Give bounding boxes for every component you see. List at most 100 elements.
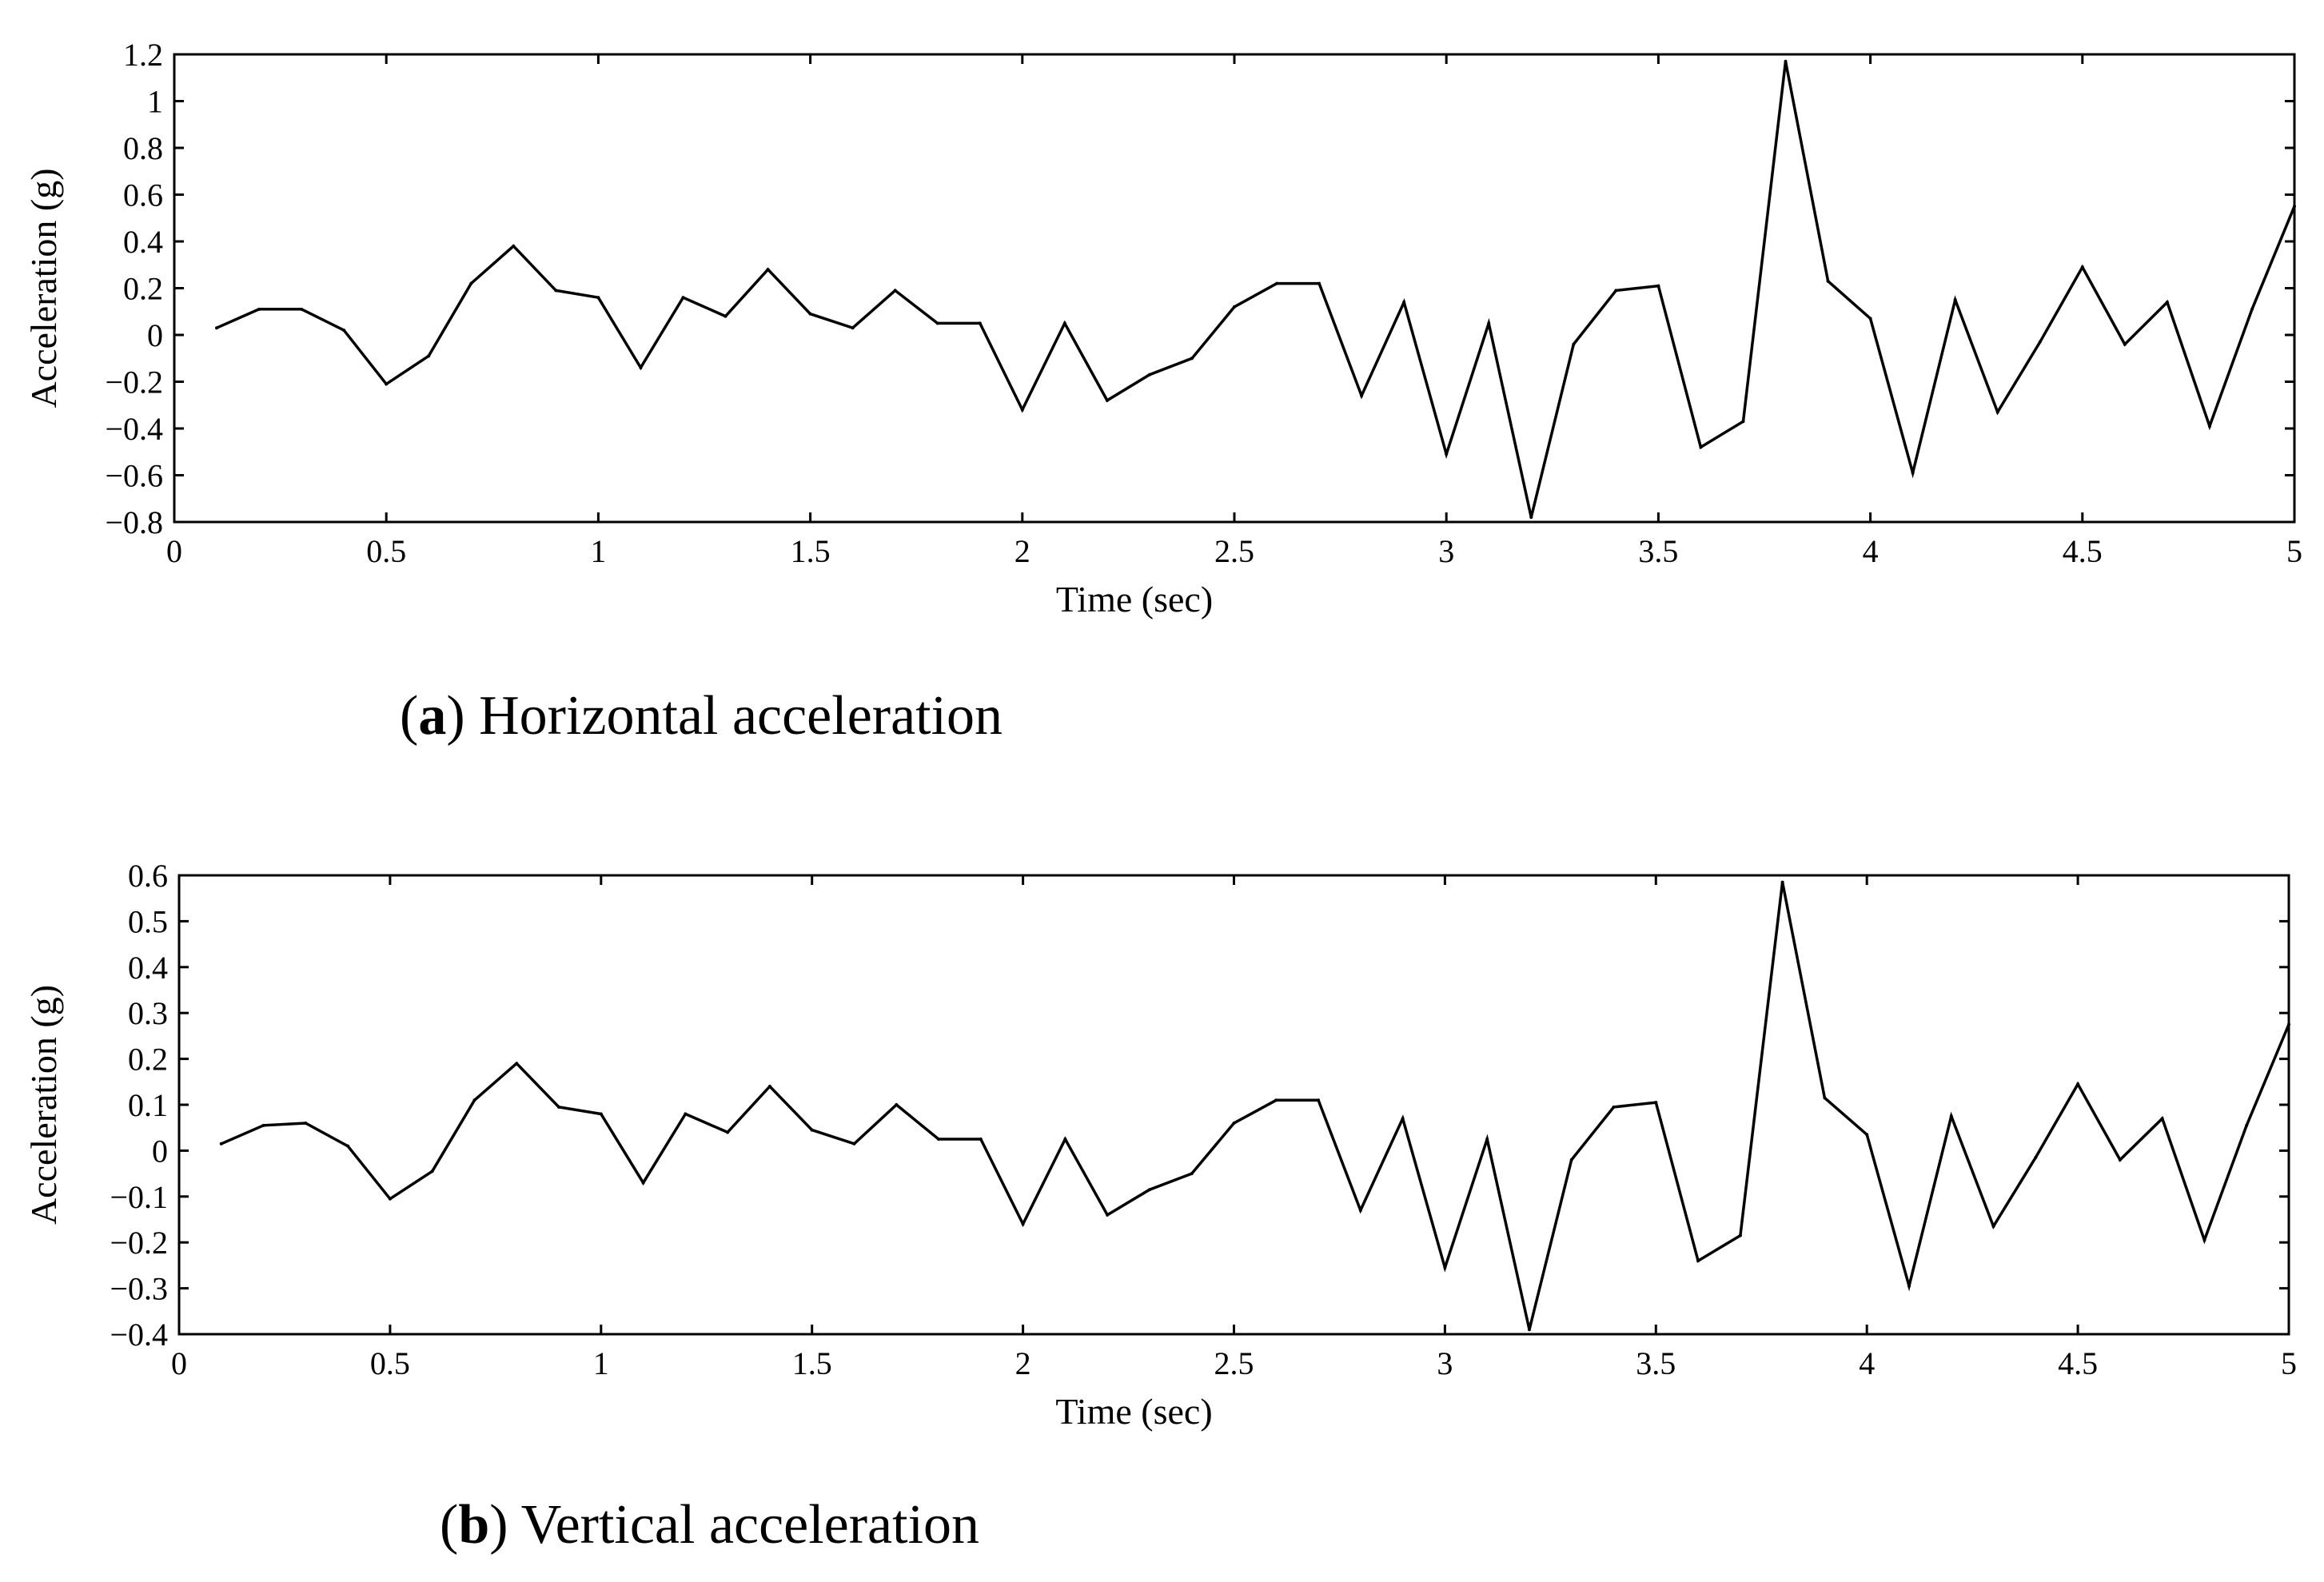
data-point bbox=[1063, 1138, 1067, 1142]
plot-frame bbox=[177, 874, 2290, 1336]
data-point bbox=[808, 312, 812, 316]
data-point bbox=[1233, 305, 1236, 309]
data-point bbox=[1487, 321, 1491, 325]
data-point bbox=[304, 1121, 308, 1125]
data-point bbox=[512, 244, 516, 248]
data-point bbox=[257, 307, 261, 311]
x-tick-label: 1.5 bbox=[792, 1345, 832, 1381]
data-point bbox=[1949, 1114, 1953, 1118]
data-point bbox=[2034, 1156, 2038, 1160]
data-point bbox=[1527, 1328, 1531, 1332]
panel-horizontal-acceleration: 0 0.5 1 1.5 2 2.5 3 3.5 4 4.5 5 −0.8 −0.6 −0.4 −0.2 0 0.… bbox=[23, 37, 2302, 747]
data-point bbox=[810, 1128, 814, 1132]
data-point bbox=[937, 1138, 941, 1142]
y-tick-label: 1 bbox=[147, 84, 163, 120]
caption-text: Vertical acceleration bbox=[521, 1494, 979, 1556]
x-tick-label: 5 bbox=[2286, 533, 2302, 569]
data-point bbox=[893, 289, 897, 293]
data-point bbox=[557, 1105, 561, 1109]
panel-vertical-acceleration: 0 0.5 1 1.5 2 2.5 3 3.5 4 4.5 5 −0.4 −0.3 −0.2 −0.1 0 0.… bbox=[23, 858, 2297, 1556]
y-tick-label: 0 bbox=[152, 1133, 168, 1169]
data-point bbox=[1020, 408, 1024, 412]
x-tick-label: 0.5 bbox=[366, 533, 406, 569]
y-tick-label: −0.4 bbox=[105, 411, 163, 447]
y-tick-label: 0.4 bbox=[128, 950, 168, 986]
caption-paren-close: ) bbox=[489, 1494, 521, 1556]
x-tick-label: 4.5 bbox=[2063, 533, 2103, 569]
x-axis-title: Time (sec) bbox=[1056, 579, 1213, 620]
data-point bbox=[1907, 1284, 1911, 1288]
data-point bbox=[2293, 205, 2296, 209]
y-tick-label: 0.4 bbox=[123, 224, 163, 260]
data-point bbox=[1865, 1133, 1869, 1137]
caption-letter: b bbox=[458, 1494, 489, 1556]
data-point bbox=[1445, 452, 1449, 456]
data-point bbox=[1612, 1105, 1616, 1109]
data-point bbox=[1147, 373, 1151, 377]
x-tick-label: 2.5 bbox=[1214, 1345, 1254, 1381]
x-tick-label: 4 bbox=[1859, 1345, 1875, 1381]
data-point bbox=[852, 1142, 856, 1146]
data-point bbox=[2245, 1123, 2249, 1127]
panel-caption: (b) Vertical acceleration bbox=[440, 1494, 979, 1556]
data-point bbox=[681, 296, 685, 300]
series-line-horizontal bbox=[216, 61, 2296, 518]
caption-text: Horizontal acceleration bbox=[479, 685, 1003, 747]
y-tick-label: −0.6 bbox=[105, 458, 163, 494]
y-axis-title: Acceleration (g) bbox=[23, 985, 64, 1225]
data-point bbox=[1654, 1101, 1658, 1105]
data-point bbox=[1062, 321, 1066, 325]
data-point bbox=[1190, 357, 1194, 361]
data-point bbox=[895, 1103, 899, 1106]
data-point bbox=[554, 289, 558, 293]
caption-letter: a bbox=[418, 685, 446, 747]
data-point bbox=[979, 1138, 983, 1142]
data-point bbox=[2076, 1082, 2080, 1086]
data-point bbox=[2118, 1158, 2122, 1162]
y-tick-label: 0.8 bbox=[123, 130, 163, 166]
x-tick-label: 0 bbox=[166, 533, 182, 569]
x-tick-label: 4.5 bbox=[2058, 1345, 2098, 1381]
data-point bbox=[215, 326, 219, 330]
data-point bbox=[767, 1085, 771, 1089]
data-point bbox=[2287, 1022, 2290, 1026]
y-tick-label: −0.2 bbox=[110, 1225, 168, 1261]
data-point bbox=[978, 321, 982, 325]
plot-frame bbox=[173, 53, 2296, 524]
x-tick-label: 5 bbox=[2281, 1345, 2297, 1381]
data-point bbox=[1317, 281, 1321, 285]
data-point bbox=[1656, 284, 1660, 288]
data-point bbox=[219, 1142, 223, 1146]
data-point bbox=[1443, 1265, 1447, 1269]
y-tick-label: −0.2 bbox=[105, 365, 163, 400]
data-point bbox=[1738, 1233, 1742, 1237]
data-point bbox=[1529, 516, 1533, 520]
data-point bbox=[1741, 420, 1745, 424]
y-axis-title: Acceleration (g) bbox=[23, 168, 64, 408]
data-point bbox=[469, 281, 473, 285]
data-point bbox=[766, 268, 770, 272]
data-point bbox=[2165, 301, 2169, 305]
y-tick-label: 0.2 bbox=[123, 271, 163, 307]
data-point bbox=[1147, 1188, 1151, 1192]
data-point bbox=[2038, 340, 2042, 344]
data-point bbox=[342, 329, 346, 333]
data-point bbox=[684, 1112, 688, 1116]
x-tick-label: 2.5 bbox=[1214, 533, 1254, 569]
data-point bbox=[1696, 1259, 1700, 1263]
y-tick-label: −0.4 bbox=[110, 1317, 168, 1353]
data-point bbox=[1780, 880, 1784, 884]
y-tick-label: 0.2 bbox=[128, 1042, 168, 1078]
data-point bbox=[1402, 301, 1406, 305]
data-point bbox=[1614, 289, 1618, 293]
data-point bbox=[385, 382, 389, 386]
data-point bbox=[851, 326, 855, 330]
data-point bbox=[2202, 1238, 2206, 1242]
y-tick-label: 0.5 bbox=[128, 903, 168, 939]
caption-paren-close: ) bbox=[446, 685, 479, 747]
x-tick-label: 2 bbox=[1015, 533, 1030, 569]
x-tick-label: 3.5 bbox=[1636, 1345, 1676, 1381]
data-point bbox=[1317, 1098, 1321, 1102]
data-point bbox=[515, 1062, 519, 1066]
